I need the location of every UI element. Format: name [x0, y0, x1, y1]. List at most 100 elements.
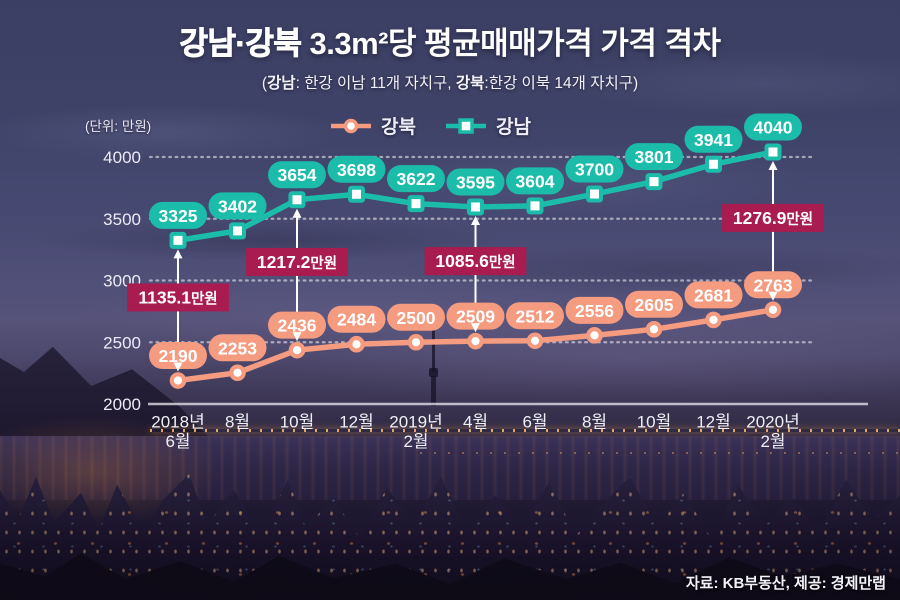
value-badge-label: 3402	[218, 196, 257, 216]
bridge-lights-2	[420, 452, 900, 454]
value-badge-label: 4040	[754, 118, 793, 138]
value-badge-label: 3801	[635, 147, 674, 167]
title-emphasis: 강남·강북	[179, 26, 302, 62]
source-credit: 자료: KB부동산, 제공: 경제만랩	[685, 575, 886, 592]
value-badge	[268, 161, 326, 189]
x-tick-label: 2020년	[746, 413, 799, 432]
value-badge	[744, 113, 802, 141]
x-tick-label: 10월	[637, 413, 672, 432]
gangbuk-data-marker	[348, 335, 365, 353]
value-badge-label: 2681	[694, 285, 733, 305]
value-badge	[149, 201, 207, 229]
gangnam-data-marker	[288, 191, 306, 209]
x-tick-label: 6월	[165, 432, 190, 451]
gap-label: 1217.2만원	[257, 252, 337, 272]
x-tick-label: 2월	[760, 432, 785, 451]
gap-arrowhead-up	[292, 208, 302, 218]
value-badge	[625, 143, 683, 171]
x-tick-label: 8월	[582, 413, 607, 432]
gangbuk-data-marker	[407, 333, 425, 351]
value-badge-label: 3698	[337, 160, 376, 180]
value-badge-label: 2763	[754, 275, 793, 295]
legend-label: 강북	[381, 117, 416, 138]
x-tick-label: 2019년	[389, 413, 442, 432]
han-river	[0, 436, 900, 500]
gangnam-data-marker	[645, 173, 663, 191]
gangnam-data-marker	[229, 222, 246, 240]
gap-arrowhead-up	[471, 216, 480, 226]
gangnam-data-marker	[348, 185, 365, 203]
value-badge	[506, 302, 564, 330]
value-badge-label: 3654	[278, 165, 317, 185]
gangnam-data-marker	[586, 185, 603, 203]
gap-arrowhead-down	[768, 291, 778, 301]
x-tick-label: 12월	[339, 413, 374, 432]
x-tick-label: 4월	[463, 413, 488, 432]
units-label: (단위: 만원)	[85, 119, 152, 134]
page-title: 강남·강북 3.3m²당 평균매매가격 가격 격차	[0, 26, 900, 62]
subtitle-gangbuk: 강북	[455, 75, 485, 92]
value-badge-label: 3604	[516, 171, 555, 191]
subtitle-open: (	[261, 75, 268, 92]
value-badge-label: 2509	[456, 307, 495, 327]
gangnam-data-marker	[169, 231, 187, 249]
page-subtitle: (강남: 한강 이남 11개 자치구, 강북:한강 이북 14개 자치구)	[0, 71, 900, 93]
title-rest: 3.3m²당 평균매매가격 가격 격차	[301, 26, 721, 61]
x-tick-label: 2018년	[151, 413, 204, 432]
gangbuk-data-marker	[764, 301, 782, 319]
value-badge-label: 3700	[575, 160, 614, 180]
value-badge	[208, 192, 267, 220]
x-tick-label: 8월	[225, 413, 250, 432]
y-tick-label: 4000	[103, 148, 141, 167]
subtitle-text-2: :한강 이북 14개 자치구)	[484, 75, 639, 92]
gap-label-box	[722, 203, 824, 232]
subtitle-text-1: : 한강 이남 11개 자치구,	[295, 75, 456, 92]
value-badge	[684, 125, 743, 153]
gangnam-data-marker	[705, 155, 722, 173]
x-tick-label: 6월	[522, 413, 547, 432]
gangbuk-data-marker	[586, 327, 603, 344]
x-tick-label: 10월	[280, 413, 315, 432]
x-tick-label: 12월	[696, 413, 731, 432]
value-badge-label: 3941	[694, 130, 733, 150]
gangbuk-data-marker	[467, 332, 484, 350]
legend-item-gangnam: 강남	[444, 112, 531, 139]
circle-legend-marker-icon	[331, 118, 372, 133]
value-badge-label: 2512	[516, 306, 555, 326]
value-badge	[387, 165, 445, 193]
gap-arrowhead-up	[768, 161, 778, 171]
gap-arrowhead-up	[173, 249, 183, 259]
gangnam-data-marker	[764, 143, 782, 161]
value-badge-label: 3595	[456, 173, 495, 193]
legend-item-gangbuk: 강북	[329, 112, 416, 139]
value-badge	[684, 281, 743, 309]
value-badge-label: 3622	[397, 169, 436, 189]
value-badge	[387, 303, 445, 331]
subtitle-gangnam: 강남	[267, 75, 296, 92]
value-badge-label: 2605	[635, 295, 674, 315]
value-badge-label: 2484	[337, 310, 376, 330]
value-badge-label: 2436	[278, 316, 317, 336]
value-badge	[565, 296, 624, 324]
gap-arrowhead-down	[292, 332, 302, 342]
gap-label-box	[127, 283, 229, 312]
gangbuk-data-marker	[645, 320, 663, 338]
gangnam-data-marker	[407, 195, 425, 213]
value-badge	[208, 334, 267, 362]
legend-label: 강남	[496, 117, 531, 138]
value-badge	[149, 342, 207, 370]
gap-label: 1276.9만원	[733, 208, 813, 228]
x-tick-label: 2월	[403, 432, 428, 451]
gap-label: 1135.1만원	[138, 287, 217, 307]
value-badge	[565, 155, 624, 183]
value-badge-label: 2556	[575, 301, 614, 321]
gangbuk-data-marker	[229, 364, 246, 382]
value-badge-label: 2253	[218, 338, 257, 358]
value-badge	[744, 271, 802, 299]
value-badge	[625, 290, 683, 318]
value-badge	[327, 305, 386, 333]
square-legend-marker-icon	[446, 117, 486, 134]
gangnam-data-marker	[526, 197, 544, 215]
